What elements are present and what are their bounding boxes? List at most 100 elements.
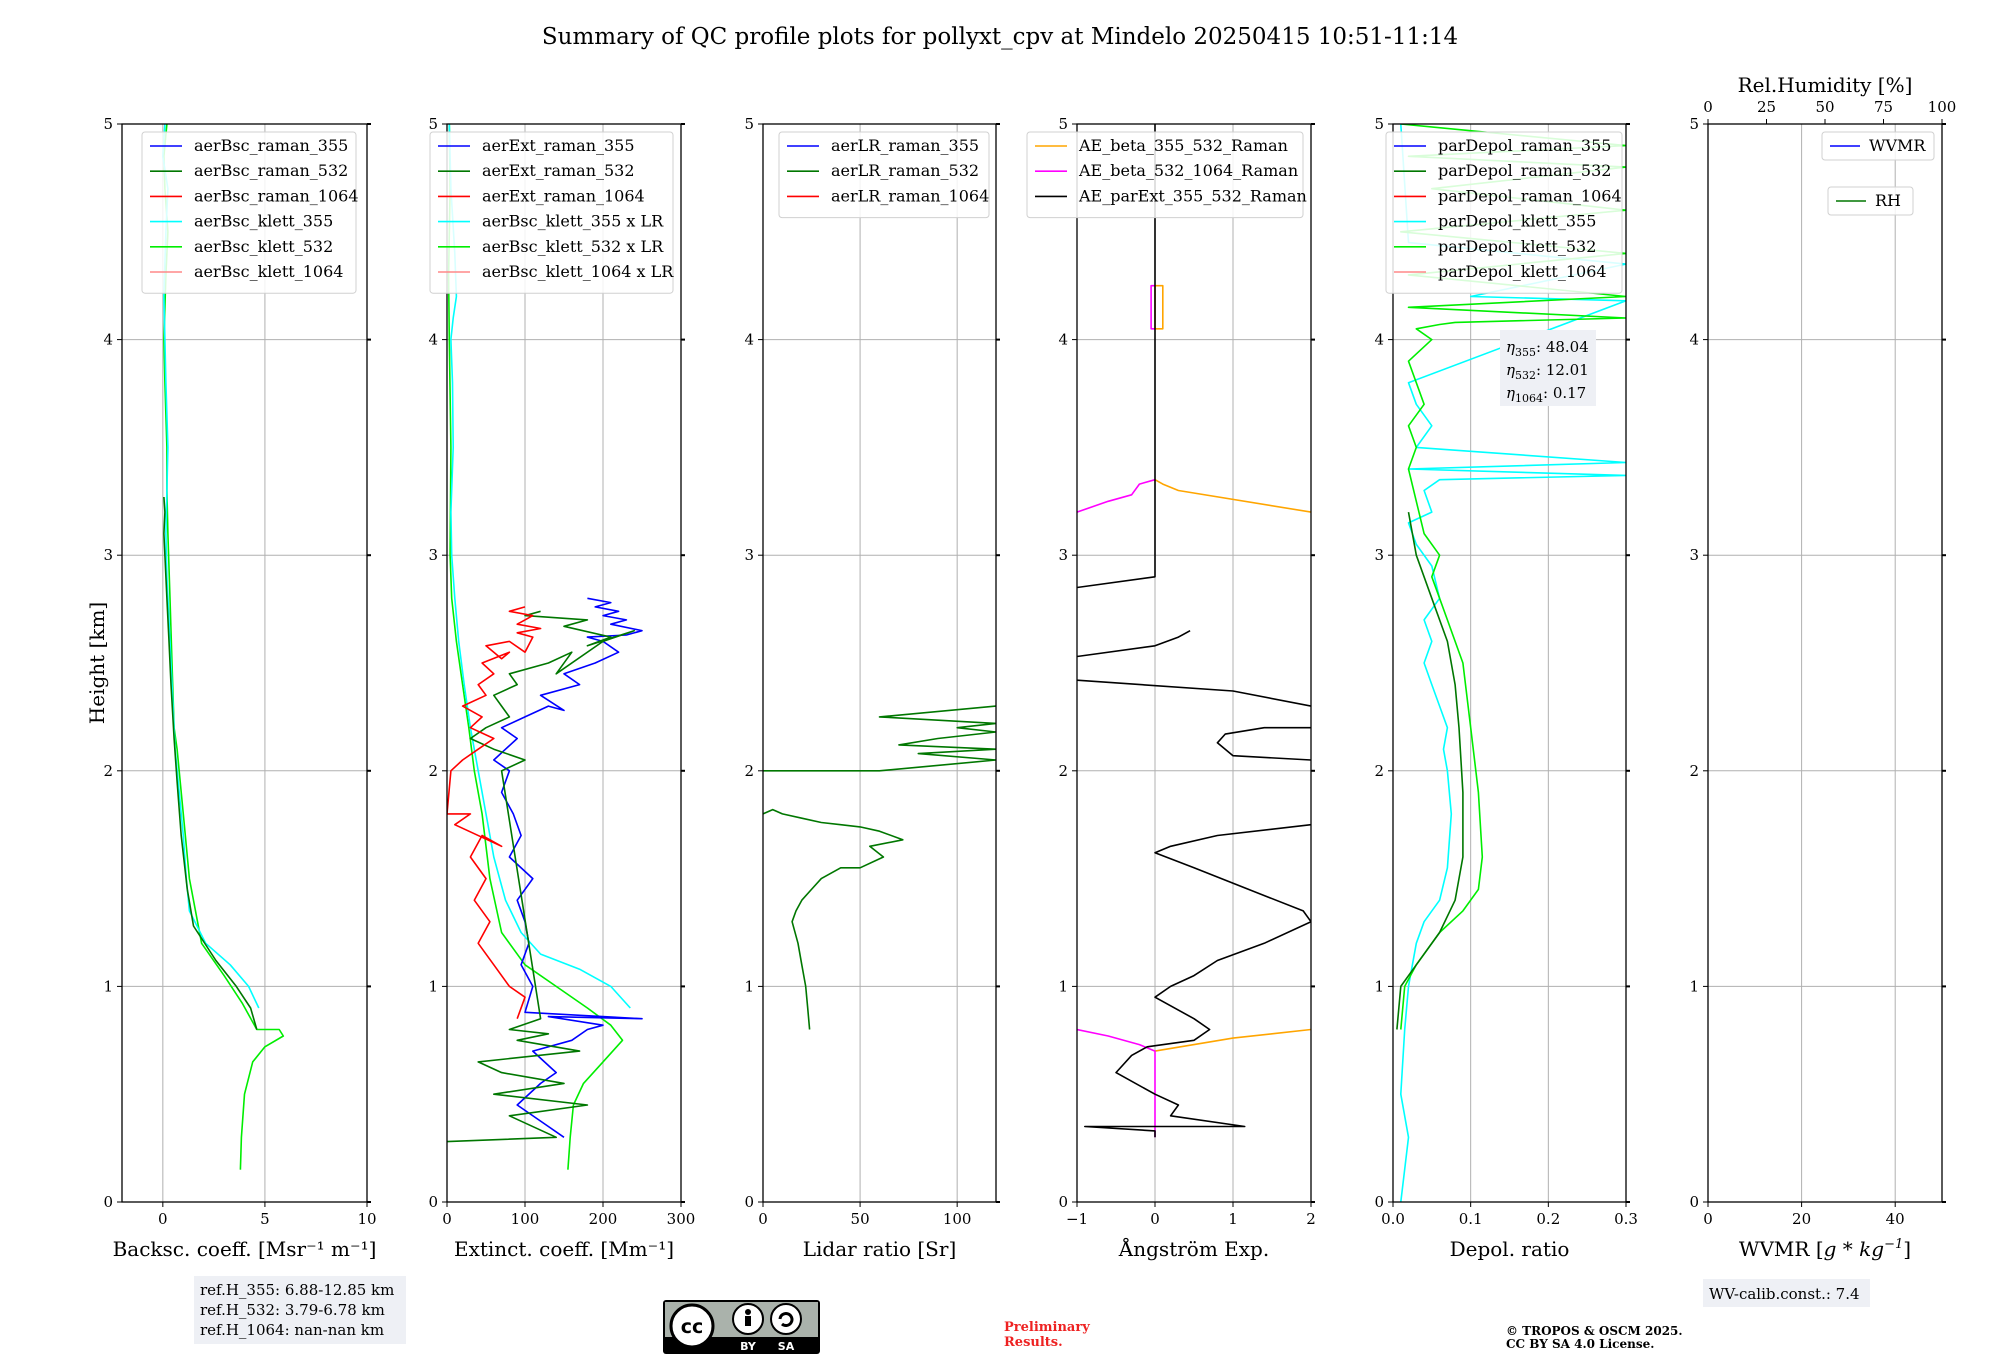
y-tick-label: 2 — [1689, 762, 1699, 780]
cc-sa-label: SA — [778, 1340, 795, 1353]
y-tick-label: 3 — [103, 546, 113, 564]
top-x-tick-label: 50 — [1815, 98, 1834, 116]
eta-part: η — [1506, 361, 1515, 379]
top-x-tick-label: 75 — [1874, 98, 1893, 116]
panel-2: 0 100 200 300 0 1 2 3 4 5 Extinct. coeff. [Mm⁻¹] ae… — [428, 115, 695, 1261]
legend-label: parDepol_klett_532 — [1438, 237, 1596, 256]
x-tick-label: 200 — [589, 1210, 618, 1228]
series-group — [1077, 124, 1311, 1138]
preliminary-label: Preliminary — [1004, 1320, 1090, 1335]
x-axis-label-part: ] — [1903, 1237, 1911, 1261]
x-tick-label: 0 — [758, 1210, 768, 1228]
x-axis-label-part: g — [1824, 1237, 1837, 1261]
x-tick-label: 100 — [511, 1210, 540, 1228]
plot-frame — [1076, 123, 1312, 1203]
y-tick-label: 4 — [428, 331, 438, 349]
legend-label: WVMR — [1869, 136, 1926, 155]
y-tick-label: 4 — [1374, 331, 1384, 349]
x-tick-label: 50 — [851, 1210, 870, 1228]
legend-label: AE_beta_355_532_Raman — [1078, 136, 1288, 155]
y-tick-label: 5 — [744, 115, 754, 133]
y-tick-label: 2 — [103, 762, 113, 780]
eta-part: : 48.04 — [1536, 338, 1589, 356]
x-axis-label-part: −1 — [1884, 1237, 1903, 1252]
panel-1: 0 5 10 0 1 2 3 4 5 Backsc. coeff. [Msr⁻¹ m⁻¹] Heig… — [85, 115, 377, 1261]
y-tick-label: 5 — [1058, 115, 1068, 133]
legend-label: aerLR_raman_532 — [831, 161, 979, 180]
legend: aerExt_raman_355 aerExt_raman_532 aerExt_r… — [429, 131, 674, 294]
eta-part: 355 — [1515, 346, 1536, 359]
series-group — [763, 705, 996, 1030]
series-AE_parExt_355_532_Raman — [1077, 124, 1311, 1138]
ref-height-355: ref.H_355: 6.88-12.85 km — [200, 1281, 394, 1299]
ref-height-1064: ref.H_1064: nan-nan km — [200, 1321, 384, 1339]
y-tick-label: 2 — [428, 762, 438, 780]
plot-frame — [762, 123, 997, 1203]
x-tick-label: −1 — [1066, 1210, 1088, 1228]
y-tick-label: 5 — [428, 115, 438, 133]
y-tick-label: 0 — [1374, 1193, 1384, 1211]
cc-logo-text: cc — [681, 1316, 704, 1338]
legend: AE_beta_355_532_Raman AE_beta_532_1064_Ra… — [1026, 131, 1307, 219]
legend-box — [1026, 131, 1304, 219]
copyright-line: © TROPOS & OSCM 2025. — [1506, 1324, 1683, 1338]
y-tick-label: 1 — [1058, 977, 1068, 995]
plot-frame — [1392, 123, 1627, 1203]
plot-frame — [121, 123, 368, 1203]
legend-label: parDepol_raman_532 — [1438, 161, 1611, 180]
x-tick-label: 1 — [1228, 1210, 1238, 1228]
legend-label: aerExt_raman_532 — [482, 161, 635, 180]
eta-part: η — [1506, 384, 1515, 402]
y-tick-label: 2 — [1374, 762, 1384, 780]
y-tick-label: 1 — [103, 977, 113, 995]
x-axis-label-part: WVMR [ — [1739, 1237, 1824, 1261]
x-tick-label: 2 — [1306, 1210, 1316, 1228]
y-tick-label: 1 — [744, 977, 754, 995]
y-tick-label: 4 — [103, 331, 113, 349]
x-axis-label: Extinct. coeff. [Mm⁻¹] — [454, 1237, 674, 1261]
top-x-axis-label: Rel.Humidity [%] — [1738, 73, 1913, 97]
y-tick-label: 4 — [1058, 331, 1068, 349]
series-aerBsc_klett_532 — [163, 124, 285, 1170]
license-line: CC BY SA 4.0 License. — [1506, 1337, 1654, 1351]
cc-by-sa-license-icon: cc BY SA — [663, 1300, 820, 1354]
eta-part: η — [1506, 338, 1515, 356]
y-tick-label: 1 — [1689, 977, 1699, 995]
legend-label: parDepol_klett_1064 — [1438, 262, 1607, 281]
legend-box — [141, 131, 357, 294]
x-tick-label: 20 — [1792, 1210, 1811, 1228]
eta-part: : 0.17 — [1543, 384, 1586, 402]
x-axis-label: Backsc. coeff. [Msr⁻¹ m⁻¹] — [113, 1237, 377, 1261]
eta-355: η355: 48.04 — [1506, 338, 1589, 359]
x-axis-label: Ångström Exp. — [1118, 1236, 1269, 1261]
legend-label: AE_parExt_355_532_Raman — [1078, 186, 1307, 205]
series-group — [447, 124, 643, 1170]
x-axis-label: Lidar ratio [Sr] — [803, 1237, 957, 1261]
legend-label: aerBsc_raman_355 — [194, 136, 348, 155]
legend-label: RH — [1875, 191, 1901, 210]
x-tick-label: 0.1 — [1459, 1210, 1483, 1228]
legend-box — [1827, 186, 1914, 216]
x-tick-label: 0.0 — [1381, 1210, 1405, 1228]
y-tick-label: 3 — [744, 546, 754, 564]
x-tick-label: 300 — [667, 1210, 696, 1228]
top-x-tick-label: 0 — [1703, 98, 1713, 116]
y-tick-label: 0 — [744, 1193, 754, 1211]
series-aerExt_raman_532 — [447, 610, 635, 1143]
ref-height-532: ref.H_532: 3.79-6.78 km — [200, 1301, 385, 1319]
series-aerBsc_klett_532 x LR — [447, 124, 624, 1170]
series-AE_beta_532_1064_Raman — [1077, 284, 1156, 1138]
y-tick-label: 1 — [428, 977, 438, 995]
series-parDepol_raman_532 — [1396, 511, 1464, 1030]
y-tick-label: 4 — [744, 331, 754, 349]
x-tick-label: 0.2 — [1536, 1210, 1560, 1228]
x-tick-label: 0 — [1150, 1210, 1160, 1228]
legend: parDepol_raman_355 parDepol_raman_532 parD… — [1385, 131, 1623, 294]
x-axis-label-part: kg — [1859, 1237, 1884, 1261]
eta-part: : 12.01 — [1536, 361, 1589, 379]
results-label: Results. — [1004, 1335, 1063, 1350]
x-tick-label: 0 — [158, 1210, 168, 1228]
eta-box — [1500, 330, 1596, 406]
